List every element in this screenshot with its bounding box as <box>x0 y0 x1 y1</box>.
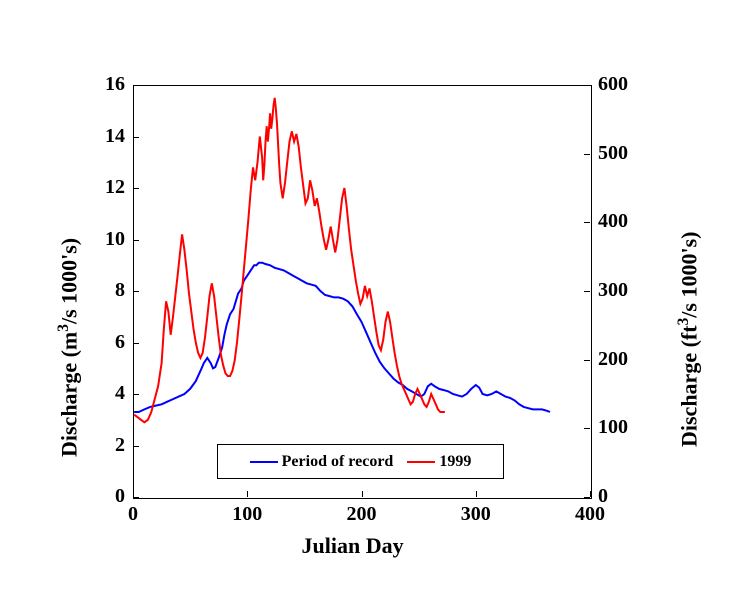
y-left-tick-label: 6 <box>115 331 125 354</box>
y-left-axis-label: Discharge (m3/s 1000's) <box>55 238 82 457</box>
y-right-tick-label: 400 <box>598 210 628 233</box>
y-left-tick-label: 16 <box>105 73 125 96</box>
x-tick-label: 300 <box>456 503 496 526</box>
y-right-tick-label: 300 <box>598 279 628 302</box>
x-axis-label: Julian Day <box>302 533 404 559</box>
y-right-axis-label: Discharge (ft3/s 1000's) <box>675 232 702 447</box>
legend-item: Period of record <box>250 453 394 471</box>
series-1999 <box>134 98 445 422</box>
y-left-tick-mark <box>133 291 139 292</box>
x-tick-mark <box>247 491 248 497</box>
y-left-tick-mark <box>133 85 139 86</box>
legend-label: 1999 <box>439 453 471 471</box>
legend: Period of record 1999 <box>217 444 504 479</box>
y-right-tick-mark <box>584 85 590 86</box>
x-tick-label: 100 <box>227 503 267 526</box>
y-left-tick-label: 4 <box>115 382 125 405</box>
y-left-tick-mark <box>133 497 139 498</box>
y-right-tick-mark <box>584 222 590 223</box>
y-right-tick-mark <box>584 291 590 292</box>
y-left-tick-mark <box>133 240 139 241</box>
y-left-tick-mark <box>133 137 139 138</box>
y-right-tick-label: 0 <box>598 485 608 508</box>
y-right-tick-label: 200 <box>598 348 628 371</box>
discharge-chart: Julian Day Discharge (m3/s 1000's) Disch… <box>0 0 745 615</box>
y-left-tick-mark <box>133 343 139 344</box>
series-period-of-record <box>134 263 550 412</box>
y-left-tick-label: 12 <box>105 176 125 199</box>
y-left-tick-label: 0 <box>115 485 125 508</box>
y-left-tick-mark <box>133 188 139 189</box>
y-right-tick-mark <box>584 154 590 155</box>
y-right-tick-mark <box>584 360 590 361</box>
y-left-tick-label: 8 <box>115 279 125 302</box>
legend-line-icon <box>407 461 435 463</box>
x-tick-mark <box>476 491 477 497</box>
y-left-tick-mark <box>133 394 139 395</box>
legend-line-icon <box>250 461 278 463</box>
y-right-tick-label: 500 <box>598 142 628 165</box>
legend-label: Period of record <box>282 453 394 471</box>
legend-item: 1999 <box>407 453 471 471</box>
x-tick-mark <box>590 491 591 497</box>
y-right-tick-label: 600 <box>598 73 628 96</box>
y-left-tick-label: 14 <box>105 125 125 148</box>
x-tick-label: 200 <box>342 503 382 526</box>
y-right-tick-mark <box>584 497 590 498</box>
y-right-tick-label: 100 <box>598 416 628 439</box>
y-left-tick-label: 2 <box>115 434 125 457</box>
y-right-tick-mark <box>584 428 590 429</box>
y-left-tick-label: 10 <box>105 228 125 251</box>
y-left-tick-mark <box>133 446 139 447</box>
x-tick-mark <box>362 491 363 497</box>
